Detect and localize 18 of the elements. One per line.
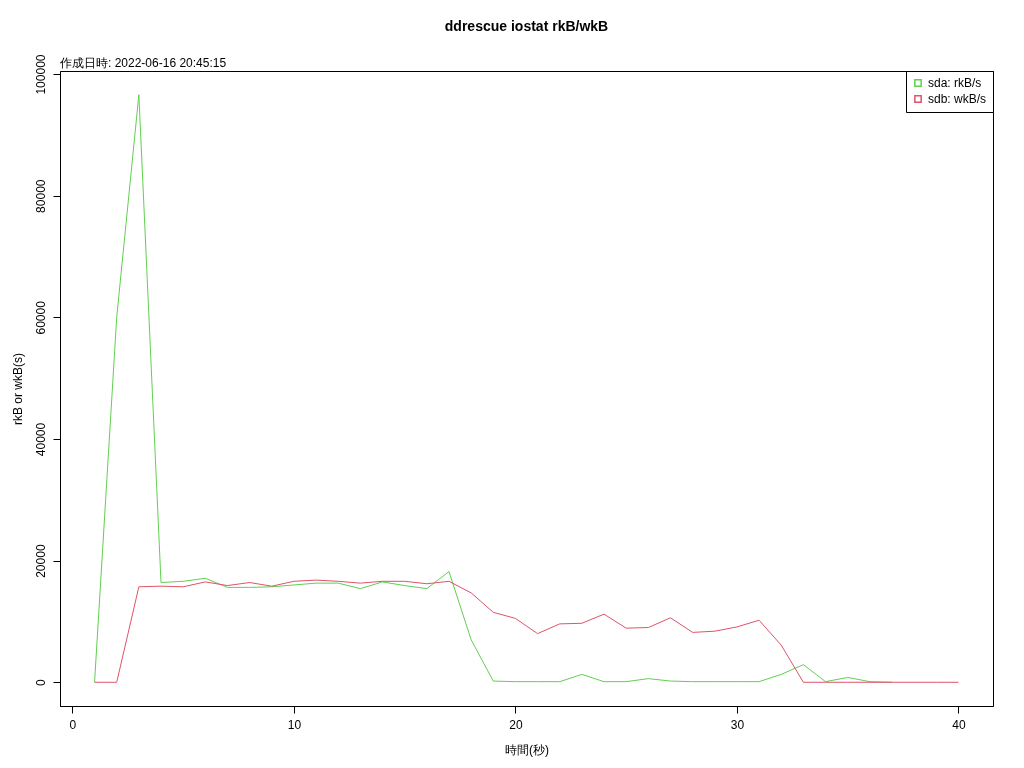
- x-tick-label: 20: [509, 717, 523, 732]
- x-tick-label: 0: [69, 717, 77, 732]
- chart-title: ddrescue iostat rkB/wkB: [444, 18, 609, 35]
- y-tick-label: 60000: [33, 300, 48, 335]
- x-tick-label: 40: [952, 717, 966, 732]
- chart-subtitle: 作成日時: 2022-06-16 20:45:15: [59, 56, 227, 70]
- line-series: [94, 579, 959, 683]
- legend-label: sdb: wkB/s: [928, 92, 987, 106]
- y-tick-label: 0: [33, 679, 48, 687]
- y-tick-label: 20000: [33, 544, 48, 578]
- x-axis-title: 時間(秒): [505, 742, 549, 757]
- y-tick-label: 80000: [33, 179, 48, 213]
- x-tick-label: 30: [730, 717, 745, 732]
- x-tick-label: 10: [287, 717, 302, 732]
- y-tick-label: 100000: [33, 54, 48, 95]
- y-axis-title: rkB or wkB(s): [10, 353, 25, 425]
- legend-label: sda: rkB/s: [928, 76, 982, 90]
- y-tick-label: 40000: [33, 422, 48, 457]
